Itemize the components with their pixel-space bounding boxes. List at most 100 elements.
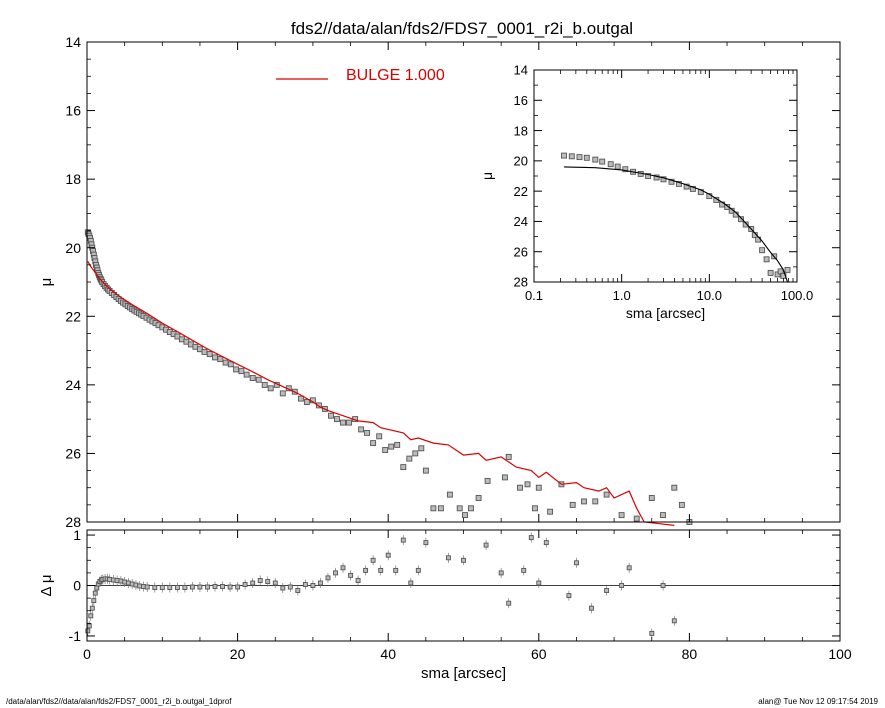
main-data-point — [648, 495, 655, 501]
inset-x-tick-label: 100.0 — [781, 288, 814, 303]
main-data-point — [406, 455, 413, 462]
residual-data-point — [506, 600, 512, 606]
residual-data-point — [325, 575, 331, 581]
main-data-point — [422, 467, 429, 474]
residual-x-axis-label: sma [arcsec] — [421, 665, 506, 682]
residual-y-tick-label: 0 — [73, 578, 81, 594]
inset-y-tick-label: 20 — [514, 154, 528, 169]
main-data-point — [249, 375, 256, 381]
inset-data-point — [668, 178, 675, 185]
main-data-point — [328, 412, 334, 419]
main-y-tick-label: 24 — [65, 377, 81, 393]
inset-data-point — [592, 156, 599, 163]
residual-data-point — [393, 567, 399, 573]
residual-data-point — [272, 580, 278, 586]
residual-data-point — [340, 565, 346, 571]
residual-data-point — [649, 630, 655, 636]
inset-data-point — [660, 176, 667, 183]
main-data-point — [334, 416, 340, 423]
inset-data-point — [645, 173, 652, 179]
residual-data-point — [265, 579, 271, 584]
main-data-point — [517, 484, 523, 491]
residual-data-point — [415, 567, 421, 573]
main-data-point — [255, 376, 262, 383]
inset-x-tick-label: 0.1 — [525, 288, 543, 303]
main-data-point — [340, 419, 346, 426]
inset-data-point — [568, 153, 575, 160]
residual-data-point — [152, 585, 158, 590]
inset-y-tick-label: 26 — [514, 244, 528, 259]
residual-data-point — [378, 567, 384, 573]
inset-y-tick-label: 22 — [514, 184, 528, 199]
main-data-point — [547, 508, 554, 515]
main-panel: 14 16 18 20 22 24 26 28 μ BULGE 1.000 — [38, 34, 841, 530]
main-data-point — [592, 498, 599, 505]
residual-data-point — [483, 542, 489, 548]
main-data-point — [678, 501, 685, 508]
main-data-point — [238, 368, 245, 375]
inset-data-point — [583, 154, 590, 161]
inset-x-axis-label: sma [arcsec] — [626, 305, 705, 321]
main-data-point — [569, 501, 576, 508]
main-data-point — [484, 477, 491, 484]
main-data-point — [505, 453, 512, 460]
residual-data-point — [333, 570, 338, 576]
residual-data-point — [280, 585, 286, 591]
residual-x-tick-label: 100 — [828, 646, 852, 662]
main-data-point — [524, 481, 531, 488]
residual-data-point — [310, 583, 316, 588]
residual-x-tick-label: 0 — [83, 646, 91, 662]
residual-data-point — [86, 623, 92, 629]
residual-data-point — [400, 537, 406, 543]
residual-data-point — [461, 557, 466, 563]
inset-data-point — [622, 166, 629, 173]
main-data-point — [671, 484, 678, 491]
inset-data-point — [599, 158, 606, 165]
residual-data-point — [174, 585, 180, 590]
main-data-point — [217, 356, 224, 363]
inset-y-tick-label: 16 — [514, 93, 528, 108]
residual-data-point — [348, 572, 354, 578]
residual-data-point — [574, 560, 579, 566]
main-data-point — [222, 359, 229, 366]
inset-data-point — [607, 161, 614, 168]
inset-plot-background — [534, 70, 797, 282]
residual-data-point — [257, 578, 263, 583]
residual-data-point — [88, 613, 94, 619]
main-data-point — [212, 354, 218, 361]
main-y-axis-label: μ — [38, 278, 55, 287]
main-data-point — [456, 505, 463, 512]
residual-data-point — [370, 557, 376, 563]
residual-data-point — [521, 567, 527, 573]
inset-data-point — [561, 152, 567, 159]
residual-data-point — [89, 605, 95, 611]
inset-y-tick-label: 28 — [514, 275, 528, 290]
residual-data-point — [91, 598, 97, 604]
inset-x-tick-label: 1.0 — [613, 288, 631, 303]
inset-data-point — [759, 247, 766, 254]
residual-data-point — [604, 588, 610, 593]
inset-data-point — [614, 163, 621, 170]
main-data-point — [364, 429, 371, 436]
main-data-point — [206, 351, 213, 357]
inset-data-point — [742, 221, 749, 228]
legend-label: BULGE 1.000 — [346, 67, 445, 84]
residual-data-point — [671, 618, 677, 624]
inset-y-tick-label: 24 — [514, 214, 528, 229]
main-data-point — [437, 505, 444, 512]
main-data-point — [243, 371, 250, 378]
residual-x-tick-label: 80 — [682, 646, 698, 662]
residual-data-point — [167, 585, 173, 590]
main-data-point — [618, 512, 625, 519]
inset-data-point — [653, 174, 660, 181]
residual-y-tick-label: 1 — [73, 527, 81, 543]
main-y-tick-label: 16 — [65, 103, 81, 119]
inset-data-point — [784, 266, 791, 273]
residual-data-point — [92, 590, 98, 596]
main-data-point — [227, 361, 234, 368]
residual-data-point — [287, 584, 293, 590]
main-data-point — [233, 366, 240, 373]
main-data-point — [532, 505, 538, 512]
residual-x-tick-label: 40 — [380, 646, 396, 662]
residual-data-point — [144, 584, 150, 590]
